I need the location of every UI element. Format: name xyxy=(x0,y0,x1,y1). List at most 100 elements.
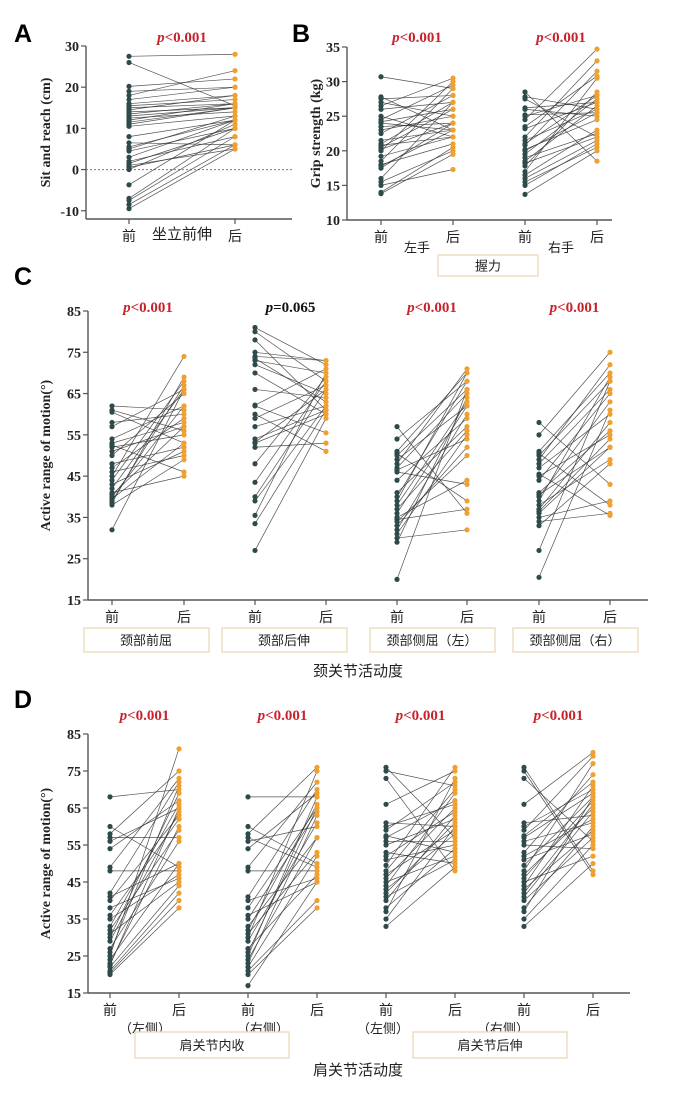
group-box-label: 颈部前屈 xyxy=(120,633,172,649)
pre-point xyxy=(394,535,400,541)
pre-point xyxy=(109,492,115,498)
pair-group: p=0.065 xyxy=(252,300,329,554)
group-box xyxy=(369,627,496,653)
post-point xyxy=(590,842,596,848)
p-value-label: p=0.065 xyxy=(264,300,316,316)
post-point xyxy=(232,113,238,119)
pre-point xyxy=(245,846,251,852)
post-point xyxy=(450,120,456,126)
pair-line xyxy=(524,129,598,176)
pre-point xyxy=(521,842,527,848)
pre-point xyxy=(383,875,389,881)
x-tick-label: 后 xyxy=(586,1003,600,1019)
group-box xyxy=(437,254,539,277)
pair-line xyxy=(538,473,611,516)
pre-point xyxy=(383,849,389,856)
x-tick-label: 后 xyxy=(460,610,474,626)
pair-line xyxy=(538,364,611,460)
post-point xyxy=(181,390,187,397)
pre-point xyxy=(394,576,400,582)
post-point xyxy=(181,428,187,434)
x-tick-label: 后 xyxy=(172,1003,186,1019)
post-point xyxy=(314,860,320,867)
post-point xyxy=(176,816,182,822)
pair-line xyxy=(247,811,318,920)
pre-point xyxy=(521,768,527,774)
pair-line xyxy=(109,815,180,901)
pre-point xyxy=(521,820,527,826)
pre-point xyxy=(522,163,528,169)
pre-point xyxy=(107,957,113,963)
post-point xyxy=(314,853,320,859)
p-value-label: p<0.001 xyxy=(394,708,446,724)
post-point xyxy=(450,92,456,99)
post-point xyxy=(314,849,320,856)
pair-line xyxy=(254,418,327,551)
pre-point xyxy=(252,370,258,376)
post-point xyxy=(590,853,596,859)
post-point xyxy=(323,411,329,417)
pre-point xyxy=(521,849,527,856)
x-tick-label: 后 xyxy=(177,610,191,626)
pair-line xyxy=(385,835,456,853)
pair-line xyxy=(524,98,598,138)
pre-point xyxy=(252,362,258,368)
post-point xyxy=(181,403,187,409)
pre-point xyxy=(394,506,400,512)
post-point xyxy=(464,506,470,512)
post-point xyxy=(590,798,596,804)
pair-line xyxy=(523,863,594,927)
post-point xyxy=(464,399,470,405)
pair-line xyxy=(380,77,454,107)
pre-point xyxy=(107,927,113,933)
post-point xyxy=(176,875,182,881)
post-point xyxy=(464,510,470,516)
pair-line xyxy=(128,128,236,152)
pair-line xyxy=(128,119,236,137)
post-point xyxy=(594,158,600,164)
post-point xyxy=(176,823,182,830)
pre-point xyxy=(394,457,400,463)
post-point xyxy=(464,424,470,430)
post-point xyxy=(452,801,458,807)
pre-point xyxy=(536,498,542,504)
group-box-label: 肩关节后伸 xyxy=(457,1038,522,1054)
pair-line xyxy=(396,438,468,471)
p-value-label: p<0.001 xyxy=(532,708,584,724)
post-point xyxy=(314,875,320,881)
pair-line xyxy=(380,108,454,148)
pair-line xyxy=(247,767,318,835)
post-point xyxy=(594,127,600,133)
post-point xyxy=(181,386,187,393)
pair-line xyxy=(128,144,236,205)
pair-line xyxy=(385,770,456,787)
pair-line xyxy=(109,770,180,835)
pair-line xyxy=(396,372,468,502)
pre-point xyxy=(107,946,113,952)
pair-line xyxy=(128,86,236,100)
pair-line xyxy=(128,107,236,125)
post-point xyxy=(232,84,238,90)
pre-point xyxy=(245,934,251,941)
y-tick-label: 25 xyxy=(326,110,340,125)
post-point xyxy=(314,820,320,826)
post-point xyxy=(607,498,613,504)
pair-line xyxy=(247,781,318,868)
pre-point xyxy=(521,905,527,911)
pair-line xyxy=(396,368,468,464)
x-tick-label: 后 xyxy=(603,610,617,626)
pair-line xyxy=(523,778,594,842)
pre-point xyxy=(521,853,527,859)
post-point xyxy=(176,860,182,867)
pre-point xyxy=(383,872,389,878)
pre-point xyxy=(383,842,389,848)
pair-line xyxy=(524,150,598,195)
pair-line xyxy=(109,811,180,942)
pair-line xyxy=(538,352,611,436)
y-tick-label: 65 xyxy=(67,388,81,403)
pre-point xyxy=(521,909,527,915)
pair-line xyxy=(111,455,185,473)
post-point xyxy=(323,430,329,436)
pair-line xyxy=(538,409,611,578)
pair-line xyxy=(385,822,456,827)
